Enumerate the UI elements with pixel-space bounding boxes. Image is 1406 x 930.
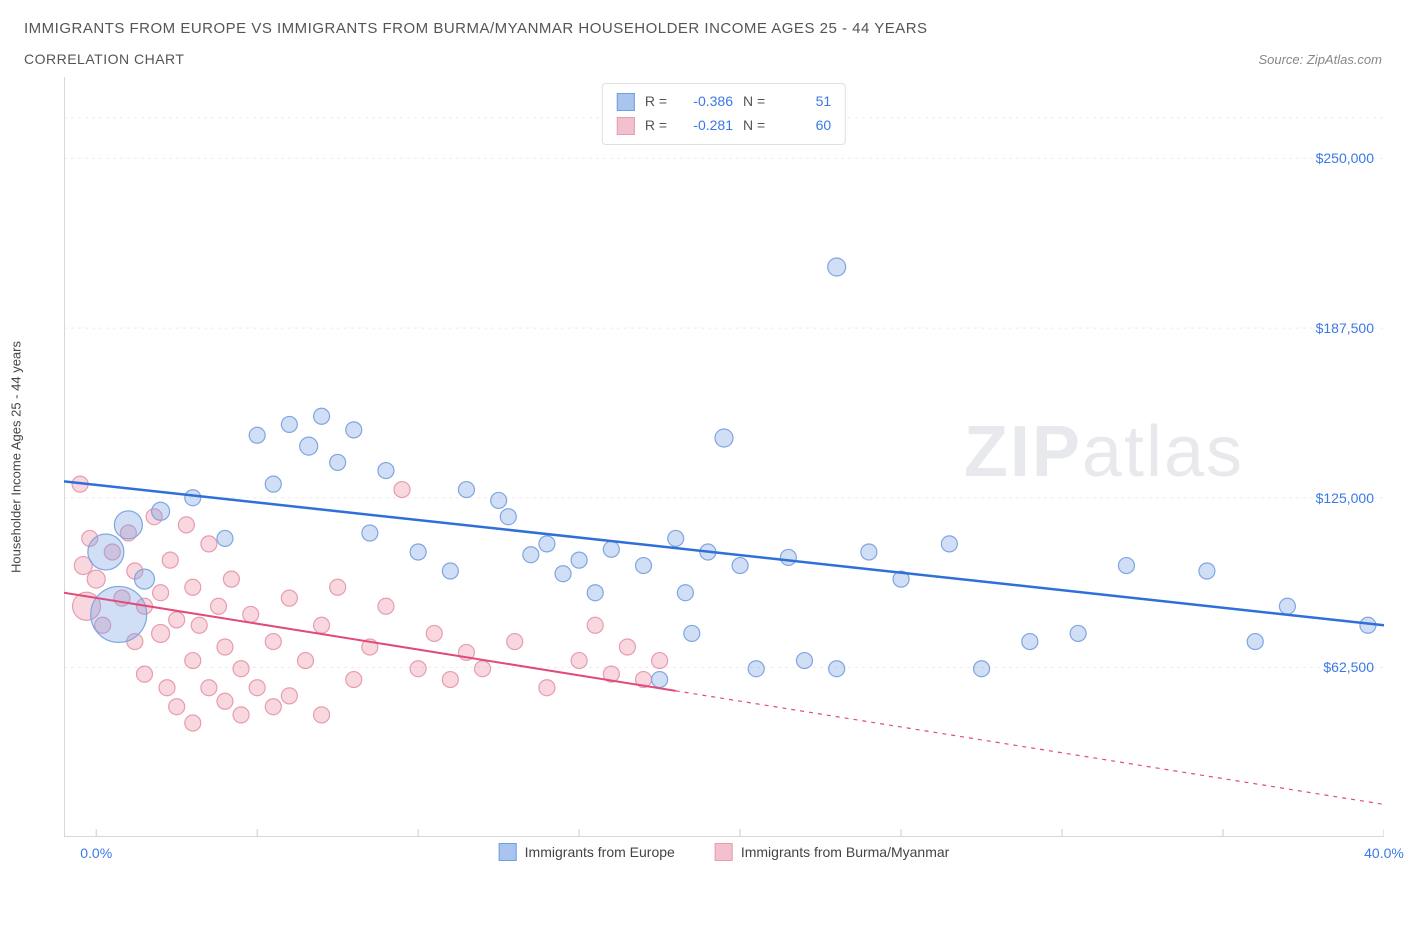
legend-stats-box: R = -0.386 N = 51 R = -0.281 N = 60	[602, 83, 846, 145]
y-tick-label: $125,000	[1316, 490, 1384, 506]
swatch-burma-bottom	[715, 843, 733, 861]
chart-title: IMMIGRANTS FROM EUROPE VS IMMIGRANTS FRO…	[24, 20, 1382, 37]
chart-source: Source: ZipAtlas.com	[1258, 52, 1382, 67]
legend-stats-row-europe: R = -0.386 N = 51	[617, 90, 831, 114]
swatch-europe	[617, 93, 635, 111]
chart-wrapper: Householder Income Ages 25 - 44 years ZI…	[24, 77, 1382, 837]
y-tick-label: $187,500	[1316, 320, 1384, 336]
y-axis-label: Householder Income Ages 25 - 44 years	[9, 341, 24, 573]
chart-area: ZIPatlas R = -0.386 N = 51 R = -0.281 N …	[64, 77, 1384, 837]
legend-stats-row-burma: R = -0.281 N = 60	[617, 114, 831, 138]
x-tick-label: 40.0%	[1364, 845, 1404, 861]
legend-item-europe: Immigrants from Europe	[499, 843, 675, 861]
y-tick-label: $62,500	[1323, 659, 1384, 675]
legend-item-burma: Immigrants from Burma/Myanmar	[715, 843, 949, 861]
swatch-europe-bottom	[499, 843, 517, 861]
x-tick-label: 0.0%	[80, 845, 112, 861]
scatter-chart	[64, 77, 1384, 837]
subtitle-row: CORRELATION CHART Source: ZipAtlas.com	[24, 51, 1382, 67]
chart-subtitle: CORRELATION CHART	[24, 51, 184, 67]
y-tick-label: $250,000	[1316, 150, 1384, 166]
swatch-burma	[617, 117, 635, 135]
bottom-legend: Immigrants from Europe Immigrants from B…	[499, 843, 950, 861]
